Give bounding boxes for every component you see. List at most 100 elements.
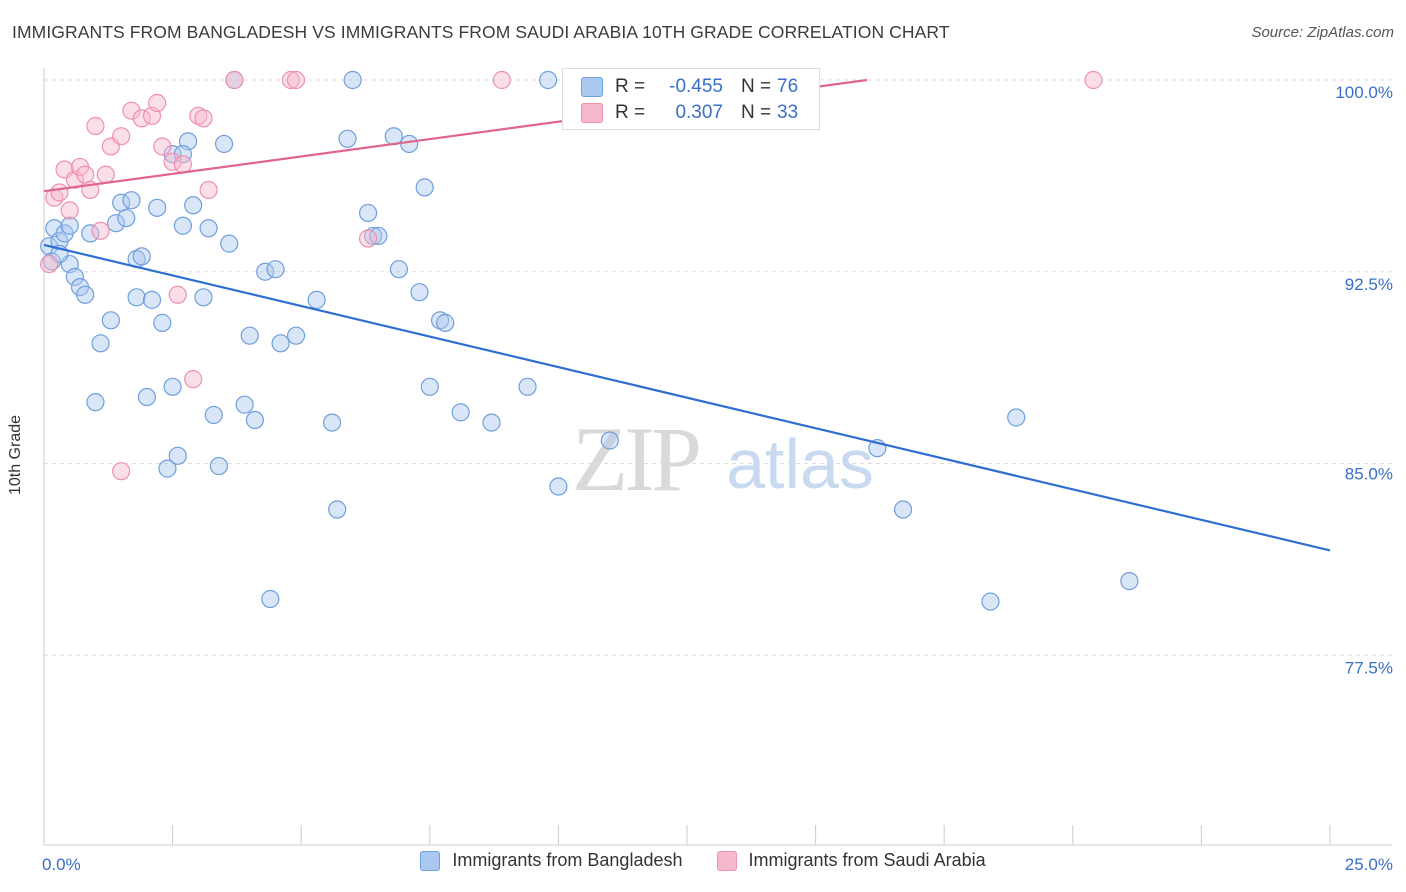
bangladesh-point	[204, 405, 223, 425]
bangladesh-point	[76, 285, 95, 304]
saudi-arabia-point	[168, 285, 187, 304]
legend-item-bangladesh[interactable]: Immigrants from Bangladesh	[420, 850, 683, 871]
bangladesh-point	[137, 387, 156, 407]
bangladesh-point	[101, 311, 120, 330]
bangladesh-point	[518, 377, 537, 396]
bangladesh-point	[240, 326, 259, 345]
bangladesh-point	[142, 290, 162, 309]
data-points	[40, 70, 1139, 611]
gridlines	[44, 79, 1392, 656]
bangladesh-point	[328, 500, 347, 519]
bangladesh-point	[158, 459, 177, 478]
bangladesh-point	[451, 403, 470, 422]
legend-label: Immigrants from Saudi Arabia	[748, 850, 986, 870]
y-tick-label: 85.0%	[1345, 465, 1393, 484]
pink-swatch	[581, 103, 603, 123]
bangladesh-point	[209, 456, 228, 476]
bangladesh-point	[65, 267, 84, 286]
saudi-arabia-point	[112, 127, 131, 146]
saudi-arabia-point	[112, 462, 131, 481]
bangladesh-point	[220, 234, 239, 253]
bangladesh-point	[600, 431, 619, 450]
bangladesh-point	[106, 214, 126, 233]
saudi-arabia-point	[153, 137, 172, 156]
saudi-arabia-point	[194, 109, 213, 128]
bangladesh-point	[410, 283, 429, 302]
r-label: R =	[615, 76, 646, 97]
saudi-arabia-point	[40, 254, 59, 274]
saudi-arabia-point	[1084, 70, 1103, 90]
stats-row-bangladesh: R = -0.455 N = 76	[581, 76, 798, 98]
bangladesh-point	[235, 395, 254, 414]
bangladesh-point	[261, 589, 280, 609]
n-label: N =	[741, 102, 772, 123]
r-label: R =	[615, 102, 646, 123]
bangladesh-point	[266, 260, 285, 279]
axes	[43, 68, 1392, 846]
bangladesh-point	[307, 290, 326, 309]
bangladesh-point	[1120, 572, 1139, 591]
bangladesh-point	[549, 477, 568, 496]
bangladesh-point	[194, 288, 213, 307]
bangladesh-point	[184, 196, 203, 215]
bangladesh-point	[358, 203, 378, 223]
saudi-arabia-point	[281, 70, 301, 90]
bangladesh-point	[430, 311, 450, 330]
blue-swatch	[581, 77, 603, 97]
r-value: 0.307	[675, 102, 723, 123]
bangladesh-point	[893, 500, 913, 519]
y-tick-label: 92.5%	[1345, 275, 1393, 294]
bangladesh-point	[539, 70, 558, 90]
saudi-arabia-point	[91, 221, 110, 240]
bangladesh-point	[400, 134, 419, 154]
bangladesh-point	[322, 413, 342, 432]
bangladesh-point	[436, 313, 455, 332]
bangladesh-point	[245, 410, 265, 430]
saudi-arabia-point	[86, 116, 105, 136]
bangladesh-point	[91, 334, 110, 353]
bangladesh-point	[415, 178, 434, 197]
bangladesh-point	[42, 252, 61, 271]
bangladesh-point	[173, 145, 192, 164]
source-label: Source: ZipAtlas.com	[1251, 24, 1394, 41]
bangladesh-point	[60, 216, 79, 235]
legend-label: Immigrants from Bangladesh	[452, 850, 683, 870]
stats-row-saudi: R = 0.307 N = 33	[581, 102, 798, 124]
bangladesh-point	[148, 198, 167, 217]
bangladesh-trend-line	[43, 243, 1331, 552]
bangladesh-point	[199, 219, 218, 238]
n-value: 33	[777, 102, 799, 123]
bangladesh-point	[482, 413, 501, 432]
bangladesh-point	[338, 129, 357, 148]
saudi-arabia-point	[286, 70, 306, 90]
tick-labels: 77.5% 85.0% 92.5% 100.0% 0.0% 25.0%	[42, 83, 1393, 874]
bangladesh-point	[981, 592, 1000, 611]
saudi-arabia-point	[184, 370, 203, 389]
bangladesh-point	[163, 377, 182, 396]
bangladesh-point	[117, 208, 136, 228]
bangladesh-point	[122, 191, 141, 210]
stats-legend: R = -0.455 N = 76 R = 0.307 N = 33	[562, 68, 820, 130]
blue-swatch	[420, 850, 441, 871]
y-tick-label: 100.0%	[1335, 83, 1393, 102]
bangladesh-point	[271, 334, 290, 353]
bangladesh-point	[173, 216, 192, 235]
saudi-arabia-point	[173, 155, 192, 174]
legend-item-saudi-arabia[interactable]: Immigrants from Saudi Arabia	[716, 850, 986, 871]
bangladesh-point	[1007, 408, 1026, 427]
chart-title: IMMIGRANTS FROM BANGLADESH VS IMMIGRANTS…	[12, 22, 950, 42]
saudi-arabia-point	[96, 165, 115, 184]
y-tick-label: 77.5%	[1345, 658, 1393, 677]
x-tick-label: 0.0%	[42, 855, 81, 874]
bangladesh-point	[168, 446, 187, 465]
bangladesh-point	[86, 393, 105, 412]
watermark-atlas: atlas	[726, 425, 874, 503]
pink-swatch	[716, 850, 737, 871]
n-label: N =	[741, 76, 772, 97]
saudi-arabia-point	[122, 101, 141, 120]
bangladesh-point	[420, 377, 439, 396]
saudi-arabia-point	[199, 180, 218, 200]
bangladesh-point	[286, 326, 306, 345]
r-value: -0.455	[669, 76, 723, 97]
